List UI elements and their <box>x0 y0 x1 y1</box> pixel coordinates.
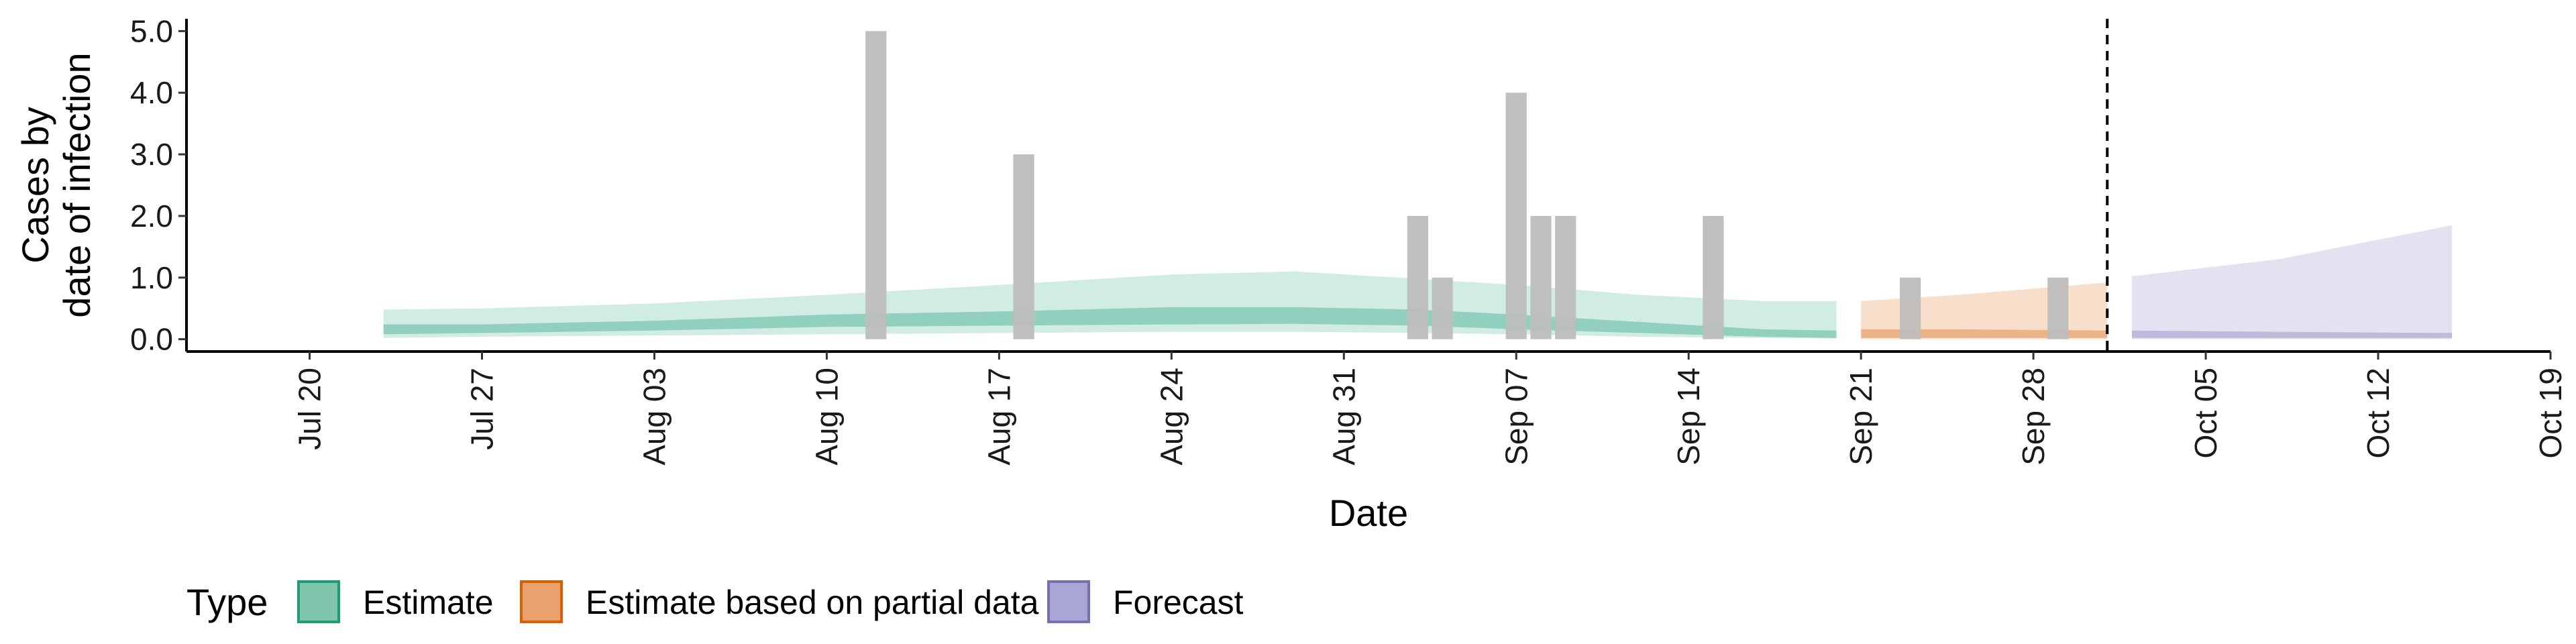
observed-bar-2020-09-07 <box>1505 93 1527 339</box>
x-tick-label: Aug 17 <box>981 368 1016 466</box>
y-tick-label: 4.0 <box>130 75 173 110</box>
legend-label-2: Forecast <box>1113 584 1244 621</box>
band-50-forecast <box>2132 330 2453 338</box>
x-tick-label: Aug 24 <box>1154 368 1189 466</box>
observed-bar-2020-08-12 <box>865 31 887 339</box>
observed-bar-2020-08-18 <box>1013 154 1034 339</box>
band-90-estimate-based-on-partial-data <box>1861 282 2108 339</box>
x-tick-label: Sep 07 <box>1499 368 1534 466</box>
x-tick-label: Jul 20 <box>292 368 327 450</box>
observed-case-bars <box>865 31 2069 339</box>
y-axis-title-line: Cases by <box>14 107 56 263</box>
x-tick-label: Oct 05 <box>2188 368 2223 459</box>
band-90-forecast <box>2132 225 2453 339</box>
x-tick-label: Oct 19 <box>2533 368 2568 459</box>
legend-label-0: Estimate <box>363 584 494 621</box>
x-tick-label: Aug 31 <box>1326 368 1361 466</box>
x-tick-label: Sep 14 <box>1671 368 1706 466</box>
y-axis-title: Cases bydate of infection <box>14 52 98 317</box>
legend-key-2 <box>1047 580 1090 623</box>
y-tick-label: 0.0 <box>130 322 173 357</box>
x-tick-label: Aug 10 <box>809 368 844 466</box>
legend-key-0 <box>297 580 340 623</box>
y-tick-label: 1.0 <box>130 260 173 295</box>
legend-key-1 <box>520 580 563 623</box>
estimate-bands <box>383 225 2453 339</box>
x-tick-label: Sep 21 <box>1843 368 1878 466</box>
band-90-estimate <box>383 271 1837 339</box>
x-tick-label: Aug 03 <box>637 368 672 466</box>
observed-bar-2020-09-08 <box>1530 215 1552 339</box>
y-tick-label: 3.0 <box>130 137 173 172</box>
observed-bar-2020-09-23 <box>1900 277 1921 339</box>
x-tick-label: Jul 27 <box>465 368 500 450</box>
legend-title: Type <box>186 581 268 623</box>
y-tick-label: 5.0 <box>130 13 173 48</box>
band-50-estimate-based-on-partial-data <box>1861 329 2108 338</box>
observed-bar-2020-09-04 <box>1432 277 1453 339</box>
observed-bar-2020-09-03 <box>1407 215 1428 339</box>
legend: Type Estimate Estimate based on partial da… <box>186 580 1244 623</box>
observed-bar-2020-09-09 <box>1555 215 1576 339</box>
observed-bar-2020-09-15 <box>1703 215 1724 339</box>
observed-bar-2020-09-29 <box>2047 277 2069 339</box>
band-50-estimate <box>383 307 1837 338</box>
x-tick-label: Oct 12 <box>2361 368 2396 459</box>
x-axis-title: Date <box>1329 492 1408 534</box>
legend-label-1: Estimate based on partial data <box>586 584 1039 621</box>
y-axis-title-line: date of infection <box>56 52 98 317</box>
y-tick-label: 2.0 <box>130 199 173 233</box>
x-tick-label: Sep 28 <box>2016 368 2051 466</box>
axes: 0.0 1.0 2.0 3.0 4.0 5.0 Jul 20 Jul 27 Aug 03 Aug … <box>14 13 2568 534</box>
